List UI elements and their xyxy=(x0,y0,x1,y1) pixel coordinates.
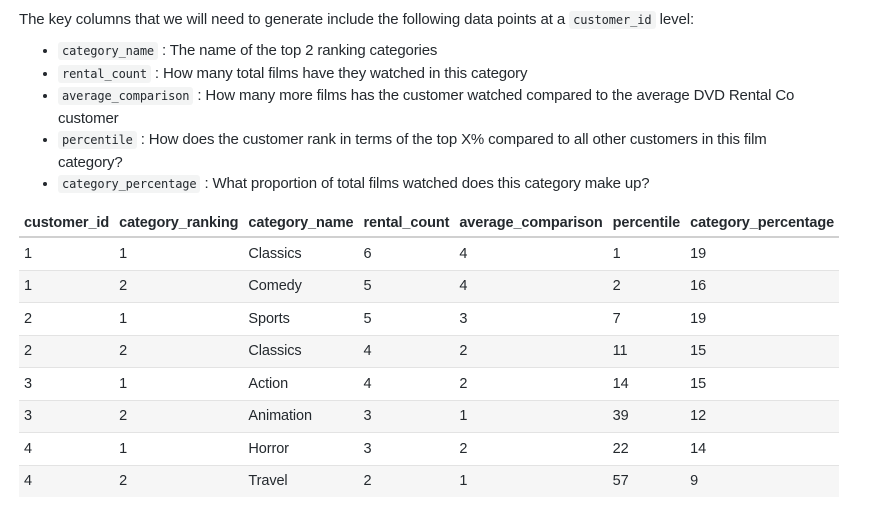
cell-percentile: 14 xyxy=(607,367,686,401)
cell-average-comparison: 1 xyxy=(454,400,608,433)
cell-category-ranking: 1 xyxy=(114,237,244,271)
cell-category-name: Sports xyxy=(243,302,359,336)
table-row: 1 1 Classics 6 4 1 19 xyxy=(19,237,840,271)
column-header: category_name xyxy=(243,210,359,238)
cell-rental-count: 2 xyxy=(358,465,455,497)
cell-category-percentage: 16 xyxy=(685,270,840,303)
cell-average-comparison: 3 xyxy=(454,302,608,336)
intro-paragraph: The key columns that we will need to gen… xyxy=(19,10,829,30)
cell-customer-id: 2 xyxy=(19,335,115,368)
cell-customer-id: 2 xyxy=(19,302,115,336)
cell-percentile: 7 xyxy=(607,302,686,336)
cell-category-percentage: 15 xyxy=(685,367,840,401)
table-header-row: customer_id category_ranking category_na… xyxy=(19,210,840,238)
document-body: The key columns that we will need to gen… xyxy=(19,10,840,497)
cell-category-percentage: 14 xyxy=(685,432,840,466)
cell-rental-count: 5 xyxy=(358,302,455,336)
column-code: category_name xyxy=(58,42,158,60)
cell-percentile: 57 xyxy=(607,465,686,497)
table-row: 3 1 Action 4 2 14 15 xyxy=(19,367,840,401)
cell-category-percentage: 19 xyxy=(685,302,840,336)
cell-average-comparison: 1 xyxy=(454,465,608,497)
cell-category-percentage: 9 xyxy=(685,465,840,497)
table-row: 2 1 Sports 5 3 7 19 xyxy=(19,302,840,336)
cell-customer-id: 4 xyxy=(19,432,115,466)
table-row: 2 2 Classics 4 2 11 15 xyxy=(19,335,840,368)
cell-percentile: 39 xyxy=(607,400,686,433)
table-row: 4 1 Horror 3 2 22 14 xyxy=(19,432,840,466)
cell-average-comparison: 2 xyxy=(454,432,608,466)
cell-rental-count: 6 xyxy=(358,237,455,271)
list-item: percentile : How does the customer rank … xyxy=(58,129,829,173)
column-header: category_ranking xyxy=(114,210,244,238)
column-code: category_percentage xyxy=(58,175,201,193)
intro-code: customer_id xyxy=(569,11,656,29)
column-description: : The name of the top 2 ranking categori… xyxy=(157,42,438,59)
cell-category-name: Action xyxy=(243,367,359,401)
cell-rental-count: 3 xyxy=(358,432,455,466)
table-row: 3 2 Animation 3 1 39 12 xyxy=(19,400,840,433)
column-description: : How many total films have they watched… xyxy=(150,64,528,82)
cell-average-comparison: 2 xyxy=(454,335,608,368)
cell-category-ranking: 2 xyxy=(114,465,244,497)
cell-customer-id: 4 xyxy=(19,465,115,497)
column-header: percentile xyxy=(607,210,686,238)
cell-rental-count: 4 xyxy=(358,367,455,401)
cell-category-percentage: 12 xyxy=(685,400,840,433)
cell-category-ranking: 1 xyxy=(114,302,244,336)
cell-customer-id: 1 xyxy=(19,270,115,303)
column-header: rental_count xyxy=(358,210,455,238)
cell-category-name: Comedy xyxy=(243,270,359,303)
cell-customer-id: 3 xyxy=(19,367,115,401)
cell-customer-id: 1 xyxy=(19,237,115,271)
cell-percentile: 11 xyxy=(607,335,686,368)
column-description: : How does the customer rank in terms of… xyxy=(58,131,767,171)
cell-category-ranking: 1 xyxy=(114,432,244,466)
data-table: customer_id category_ranking category_na… xyxy=(19,210,840,497)
cell-rental-count: 3 xyxy=(358,400,455,433)
cell-category-ranking: 2 xyxy=(114,270,244,303)
column-header: customer_id xyxy=(19,210,115,238)
cell-customer-id: 3 xyxy=(19,400,115,433)
cell-category-name: Animation xyxy=(243,400,359,433)
cell-category-name: Classics xyxy=(243,237,359,271)
column-header: category_percentage xyxy=(685,210,840,238)
cell-rental-count: 5 xyxy=(358,270,455,303)
cell-percentile: 1 xyxy=(607,237,686,271)
column-definition-list: category_name : The name of the top 2 ra… xyxy=(19,40,829,196)
cell-category-name: Classics xyxy=(243,335,359,368)
intro-prefix: The key columns that we will need to gen… xyxy=(19,11,570,28)
cell-rental-count: 4 xyxy=(358,335,455,368)
cell-average-comparison: 4 xyxy=(454,270,608,303)
list-item: category_name : The name of the top 2 ra… xyxy=(58,40,829,63)
column-code: percentile xyxy=(58,131,137,149)
list-item: category_percentage : What proportion of… xyxy=(58,173,829,196)
column-description: : How many more films has the customer w… xyxy=(58,87,795,127)
cell-category-percentage: 19 xyxy=(685,237,840,271)
list-item: average_comparison : How many more films… xyxy=(58,85,829,129)
cell-percentile: 2 xyxy=(607,270,686,303)
column-code: average_comparison xyxy=(58,87,194,105)
column-header: average_comparison xyxy=(454,210,608,238)
column-code: rental_count xyxy=(58,64,151,83)
cell-category-percentage: 15 xyxy=(685,335,840,368)
cell-category-ranking: 2 xyxy=(114,335,244,368)
table-row: 4 2 Travel 2 1 57 9 xyxy=(19,465,840,497)
cell-average-comparison: 2 xyxy=(454,367,608,401)
list-item: rental_count : How many total films have… xyxy=(58,63,829,86)
cell-percentile: 22 xyxy=(607,432,686,466)
cell-category-name: Horror xyxy=(243,432,359,466)
intro-suffix: level: xyxy=(655,11,695,28)
cell-category-ranking: 2 xyxy=(114,400,244,433)
cell-average-comparison: 4 xyxy=(454,237,608,271)
table-row: 1 2 Comedy 5 4 2 16 xyxy=(19,270,840,303)
column-description: : What proportion of total films watched… xyxy=(200,175,650,192)
cell-category-name: Travel xyxy=(243,465,359,497)
cell-category-ranking: 1 xyxy=(114,367,244,401)
